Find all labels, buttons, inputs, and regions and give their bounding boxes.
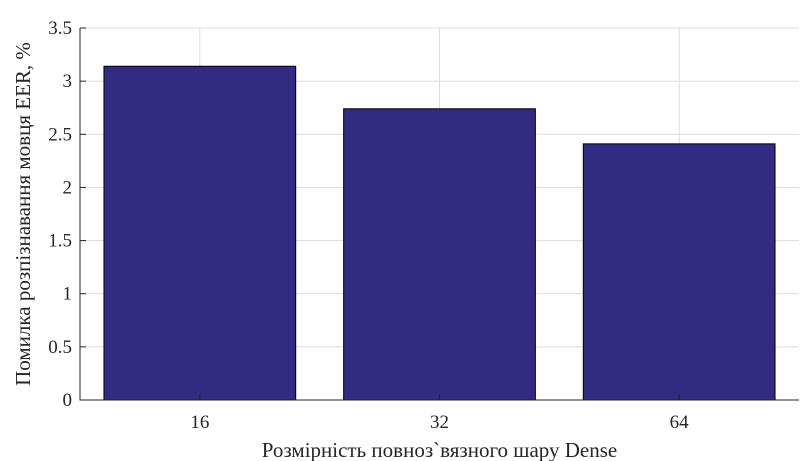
- y-ticks: 0 0.5 1 1.5 2 2.5 3 3.5: [48, 18, 86, 411]
- y-tick-label: 1.5: [48, 231, 72, 252]
- x-tick-label: 64: [670, 412, 690, 433]
- y-tick-label: 3.5: [48, 18, 72, 39]
- bars: [103, 65, 776, 401]
- y-tick-label: 0.5: [48, 337, 72, 358]
- x-tick-label: 32: [430, 412, 449, 433]
- bar-16: [103, 65, 297, 401]
- x-ticks: 16 32 64: [190, 394, 689, 433]
- y-tick-label: 2: [63, 177, 73, 198]
- y-tick-label: 3: [63, 71, 73, 92]
- x-axis-label: Розмірність повноз`вязного шару Dense: [262, 438, 617, 461]
- y-tick-label: 0: [63, 390, 73, 411]
- bar-32: [343, 108, 536, 401]
- y-tick-label: 1: [63, 284, 73, 305]
- bar-64: [582, 143, 776, 401]
- y-tick-label: 2.5: [48, 124, 72, 145]
- y-axis-label: Помилка розпізнавання мовця EER, %: [11, 42, 35, 386]
- x-tick-label: 16: [190, 412, 209, 433]
